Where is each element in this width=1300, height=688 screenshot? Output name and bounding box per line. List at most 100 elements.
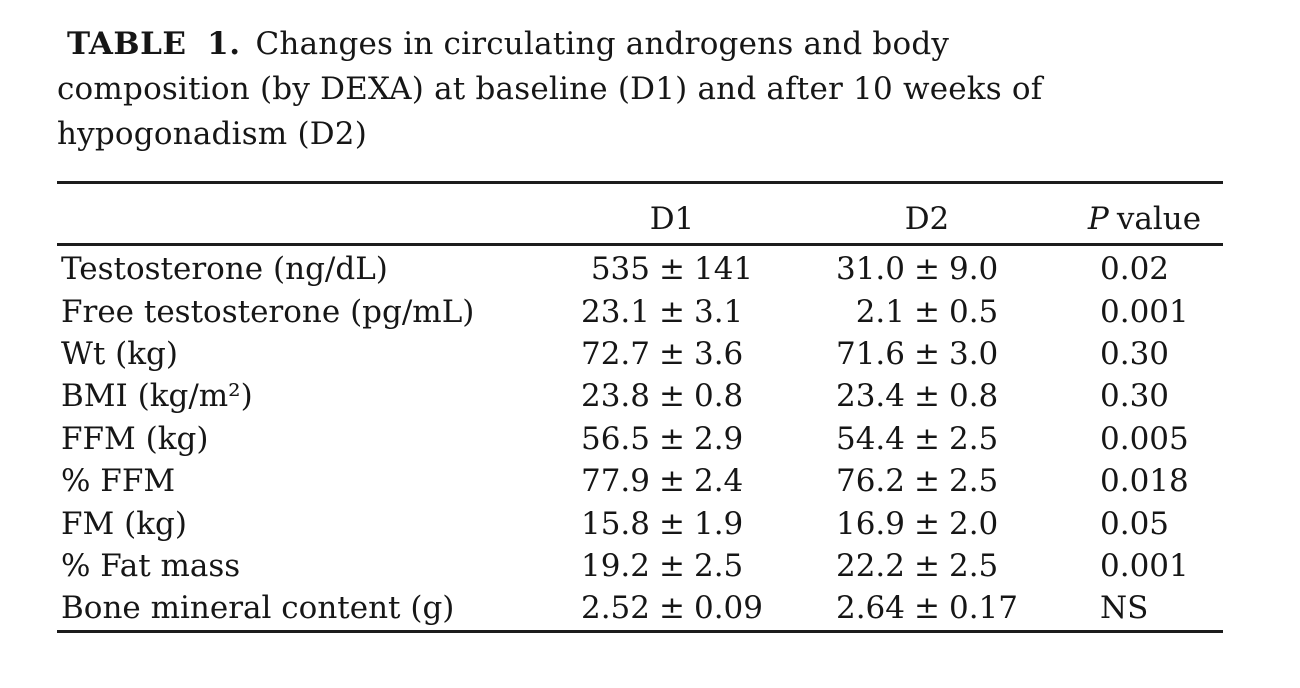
plus-minus-symbol: ± bbox=[914, 335, 940, 372]
p-value: 0.02 bbox=[1100, 251, 1170, 288]
d2-value: 16.9 ±2.0 bbox=[812, 506, 1042, 542]
sd: 0.17 bbox=[948, 590, 1019, 627]
caption-line: TABLE 1. Changes in circulating androgens… bbox=[57, 22, 1167, 67]
d1-value: 72.7 ±3.6 bbox=[532, 336, 812, 372]
plus-minus-symbol: ± bbox=[659, 251, 685, 288]
mean: 19.2 bbox=[580, 547, 650, 584]
p-value: 0.005 bbox=[1100, 420, 1189, 457]
table-row: Bone mineral content (g) 2.52 ±0.09 2.64 ±… bbox=[57, 587, 1223, 629]
p-value-rest: value bbox=[1116, 201, 1202, 237]
caption-line: hypogonadism (D2) bbox=[57, 116, 368, 152]
mean: 23.4 bbox=[835, 378, 905, 415]
p-value: 0.05 bbox=[1100, 505, 1170, 542]
mean: 76.2 bbox=[835, 463, 905, 500]
mean: 72.7 bbox=[580, 335, 650, 372]
table-number: TABLE 1. bbox=[67, 26, 241, 62]
d2-value: 2.64 ±0.17 bbox=[812, 590, 1042, 626]
d1-value: 15.8 ±1.9 bbox=[532, 506, 812, 542]
p-value-italic-p: P bbox=[1087, 201, 1109, 237]
plus-minus-symbol: ± bbox=[659, 293, 685, 330]
mean: 71.6 bbox=[835, 335, 905, 372]
sd: 3.0 bbox=[948, 335, 999, 372]
d2-value: 2.1 ±0.5 bbox=[812, 294, 1042, 330]
d1-value: 2.52 ±0.09 bbox=[532, 590, 812, 626]
plus-minus-symbol: ± bbox=[914, 547, 940, 584]
d1-value: 56.5 ±2.9 bbox=[532, 421, 812, 457]
row-label: % Fat mass bbox=[61, 547, 241, 584]
mean: 23.1 bbox=[580, 293, 650, 330]
sd: 2.5 bbox=[693, 547, 744, 584]
mean: 15.8 bbox=[580, 505, 650, 542]
d1-value: 535 ±141 bbox=[532, 251, 812, 287]
d1-value: 23.1 ±3.1 bbox=[532, 294, 812, 330]
table-row: FFM (kg) 56.5 ±2.9 54.4 ±2.5 0.005 bbox=[57, 418, 1223, 460]
p-value: NS bbox=[1100, 590, 1149, 627]
sd: 2.5 bbox=[948, 420, 999, 457]
p-value: 0.001 bbox=[1100, 547, 1189, 584]
plus-minus-symbol: ± bbox=[659, 420, 685, 457]
table-row: Testosterone (ng/dL) 535 ±141 31.0 ±9.0 0.… bbox=[57, 248, 1223, 290]
p-value: 0.30 bbox=[1100, 335, 1170, 372]
sd: 3.1 bbox=[693, 293, 744, 330]
d2-value: 76.2 ±2.5 bbox=[812, 463, 1042, 499]
caption-text: Changes in circulating androgens and bod… bbox=[255, 26, 950, 62]
d1-value: 23.8 ±0.8 bbox=[532, 378, 812, 414]
plus-minus-symbol: ± bbox=[914, 251, 940, 288]
plus-minus-symbol: ± bbox=[659, 505, 685, 542]
row-label: Testosterone (ng/dL) bbox=[61, 251, 388, 288]
caption-line: composition (by DEXA) at baseline (D1) a… bbox=[57, 71, 1043, 107]
plus-minus-symbol: ± bbox=[659, 463, 685, 500]
sd: 141 bbox=[693, 251, 754, 288]
table-row: % Fat mass 19.2 ±2.5 22.2 ±2.5 0.001 bbox=[57, 545, 1223, 587]
sd: 0.09 bbox=[693, 590, 764, 627]
plus-minus-symbol: ± bbox=[914, 505, 940, 542]
row-label: BMI (kg/m²) bbox=[61, 378, 253, 415]
table-row: Wt (kg) 72.7 ±3.6 71.6 ±3.0 0.30 bbox=[57, 333, 1223, 375]
plus-minus-symbol: ± bbox=[914, 420, 940, 457]
table-row: BMI (kg/m²) 23.8 ±0.8 23.4 ±0.8 0.30 bbox=[57, 375, 1223, 417]
table-caption: TABLE 1. Changes in circulating androgens… bbox=[57, 22, 1167, 157]
column-header-d2: D2 bbox=[904, 201, 950, 237]
sd: 1.9 bbox=[693, 505, 744, 542]
mean: 77.9 bbox=[580, 463, 650, 500]
p-value: 0.018 bbox=[1100, 463, 1189, 500]
mean: 23.8 bbox=[580, 378, 650, 415]
row-label: Free testosterone (pg/mL) bbox=[61, 293, 475, 330]
row-label: Wt (kg) bbox=[61, 335, 178, 372]
sd: 0.5 bbox=[948, 293, 999, 330]
mean: 16.9 bbox=[835, 505, 905, 542]
sd: 9.0 bbox=[948, 251, 999, 288]
row-label: Bone mineral content (g) bbox=[61, 590, 455, 627]
mean: 54.4 bbox=[835, 420, 905, 457]
sd: 2.4 bbox=[693, 463, 744, 500]
sd: 2.5 bbox=[948, 547, 999, 584]
table-row: Free testosterone (pg/mL) 23.1 ±3.1 2.1 ±0… bbox=[57, 290, 1223, 332]
mean: 2.1 bbox=[855, 293, 905, 330]
table-row: FM (kg) 15.8 ±1.9 16.9 ±2.0 0.05 bbox=[57, 502, 1223, 544]
sd: 0.8 bbox=[693, 378, 744, 415]
row-label: FFM (kg) bbox=[61, 420, 209, 457]
p-value: 0.30 bbox=[1100, 378, 1170, 415]
plus-minus-symbol: ± bbox=[914, 463, 940, 500]
sd: 0.8 bbox=[948, 378, 999, 415]
row-label: FM (kg) bbox=[61, 505, 187, 542]
plus-minus-symbol: ± bbox=[659, 547, 685, 584]
plus-minus-symbol: ± bbox=[659, 590, 685, 627]
plus-minus-symbol: ± bbox=[914, 293, 940, 330]
mean: 31.0 bbox=[835, 251, 905, 288]
plus-minus-symbol: ± bbox=[659, 378, 685, 415]
sd: 3.6 bbox=[693, 335, 744, 372]
d2-value: 22.2 ±2.5 bbox=[812, 548, 1042, 584]
d2-value: 23.4 ±0.8 bbox=[812, 378, 1042, 414]
sd: 2.9 bbox=[693, 420, 744, 457]
d2-value: 54.4 ±2.5 bbox=[812, 421, 1042, 457]
plus-minus-symbol: ± bbox=[914, 590, 940, 627]
d2-value: 31.0 ±9.0 bbox=[812, 251, 1042, 287]
table-row: % FFM 77.9 ±2.4 76.2 ±2.5 0.018 bbox=[57, 460, 1223, 502]
mean: 22.2 bbox=[835, 547, 905, 584]
mean: 535 bbox=[590, 251, 650, 288]
